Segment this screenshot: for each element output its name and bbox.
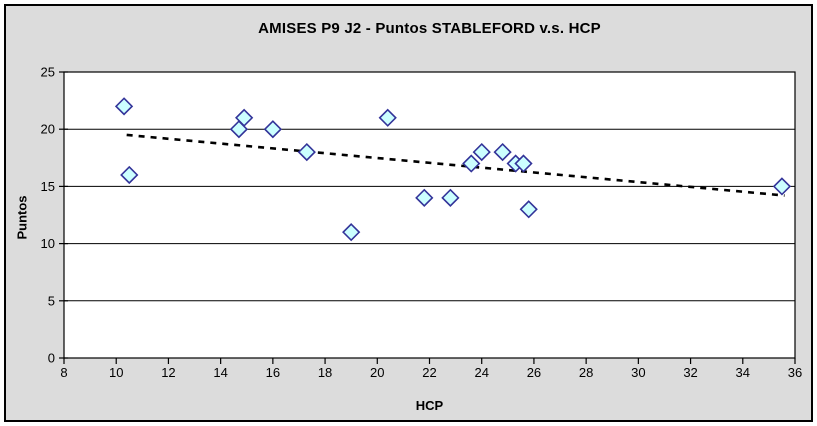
data-point-marker — [441, 188, 460, 207]
x-tick-label: 28 — [579, 365, 593, 380]
x-tick-label: 18 — [318, 365, 332, 380]
data-point-marker — [378, 108, 397, 127]
data-point-marker — [235, 108, 254, 127]
y-tick-label: 25 — [41, 65, 55, 80]
data-point-marker — [297, 142, 316, 162]
x-tick-label: 32 — [683, 365, 697, 380]
data-point-marker — [472, 142, 491, 162]
x-tick-label: 14 — [213, 365, 227, 380]
scatter-plot-area: 0 5 10 15 20 25 8 10 12 14 16 18 20 22 24 26 28 30 32 34 36 — [41, 65, 803, 381]
data-point-marker — [114, 97, 134, 116]
x-tick-label: 22 — [422, 365, 436, 380]
x-tick-label: 16 — [266, 365, 280, 380]
x-tick-label: 30 — [631, 365, 645, 380]
data-point-marker — [772, 177, 792, 196]
data-point-marker — [493, 142, 512, 162]
data-point-marker — [462, 154, 481, 173]
chart-title: AMISES P9 J2 - Puntos STABLEFORD v.s. HC… — [258, 20, 601, 37]
chart-frame: AMISES P9 J2 - Puntos STABLEFORD v.s. HC… — [4, 4, 813, 422]
x-tick-label: 8 — [60, 365, 67, 380]
y-tick-label: 5 — [48, 293, 55, 308]
data-point-marker — [519, 200, 538, 219]
y-tick-label: 0 — [48, 351, 55, 366]
y-tick-label: 15 — [41, 179, 55, 194]
x-tick-label: 24 — [474, 365, 488, 380]
x-axis-title: HCP — [415, 398, 444, 413]
x-tick-label: 10 — [109, 365, 123, 380]
x-tick-label: 34 — [736, 365, 750, 380]
y-tick-label: 20 — [41, 122, 55, 137]
x-tick-label: 26 — [527, 365, 541, 380]
x-tick-label: 12 — [161, 365, 175, 380]
x-tick-label: 36 — [788, 365, 802, 380]
trendline — [126, 133, 785, 197]
plot-background — [64, 72, 795, 358]
x-tick-label: 20 — [370, 365, 384, 380]
data-point-marker — [514, 154, 533, 173]
data-point-marker — [120, 165, 139, 185]
data-point-marker — [263, 120, 282, 139]
data-point-marker — [415, 188, 434, 207]
data-point-marker — [342, 223, 361, 242]
y-tick-label: 10 — [41, 236, 55, 251]
